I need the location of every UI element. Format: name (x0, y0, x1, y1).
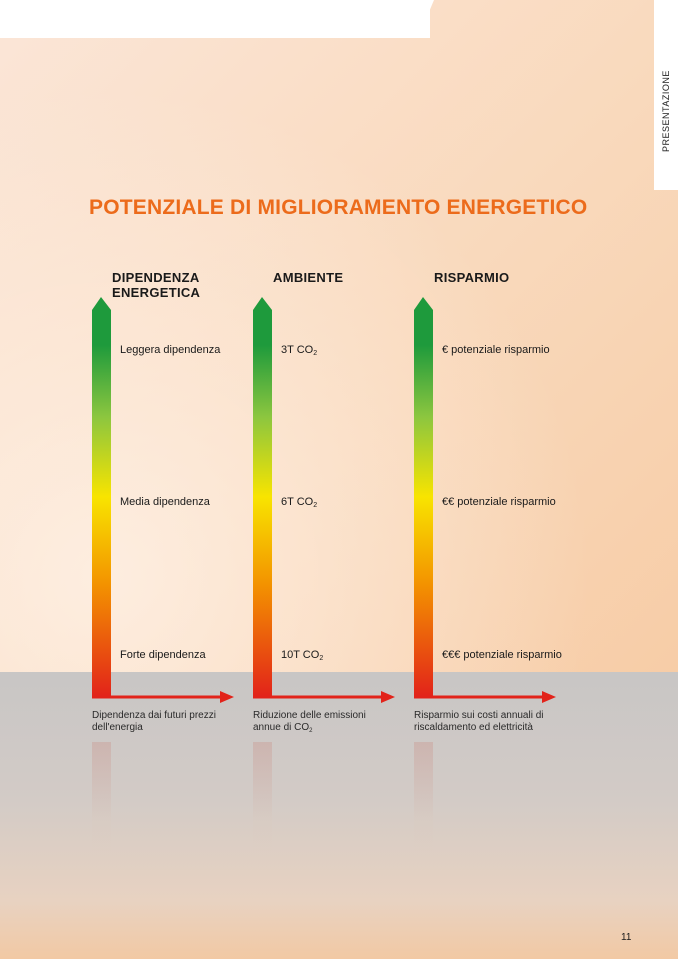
column-heading-environment: AMBIENTE (273, 270, 344, 285)
background-floor (0, 672, 678, 959)
level-label-savings-high: €€€ potenziale risparmio (442, 649, 562, 661)
bar-reflection (92, 742, 111, 852)
level-label-high: Forte dipendenza (120, 649, 206, 661)
bar-reflection (253, 742, 272, 852)
column-heading-dependence: DIPENDENZA ENERGETICA (112, 270, 201, 300)
caption-savings: Risparmio sui costi annuali di riscaldam… (414, 710, 544, 733)
level-label-co2-high: 10T CO2 (281, 649, 324, 662)
bar-environment (253, 297, 395, 703)
bar-dependence (92, 297, 234, 703)
bar-savings (414, 297, 556, 703)
level-label-savings-low: € potenziale risparmio (442, 344, 550, 356)
side-section-tab (654, 0, 678, 190)
column-heading-savings: RISPARMIO (434, 270, 510, 285)
level-label-savings-medium: €€ potenziale risparmio (442, 496, 556, 508)
page-number: 11 (621, 932, 632, 943)
caption-dependence: Dipendenza dai futuri prezzi dell'energi… (92, 710, 216, 733)
level-label-low: Leggera dipendenza (120, 344, 221, 356)
page-title: POTENZIALE DI MIGLIORAMENTO ENERGETICO (89, 196, 588, 219)
bar-reflection (414, 742, 433, 852)
level-label-co2-low: 3T CO2 (281, 344, 318, 357)
top-white-band (0, 0, 434, 38)
level-label-co2-medium: 6T CO2 (281, 496, 318, 509)
level-label-medium: Media dipendenza (120, 496, 210, 508)
caption-environment: Riduzione delle emissioni annue di CO2 (253, 710, 366, 734)
